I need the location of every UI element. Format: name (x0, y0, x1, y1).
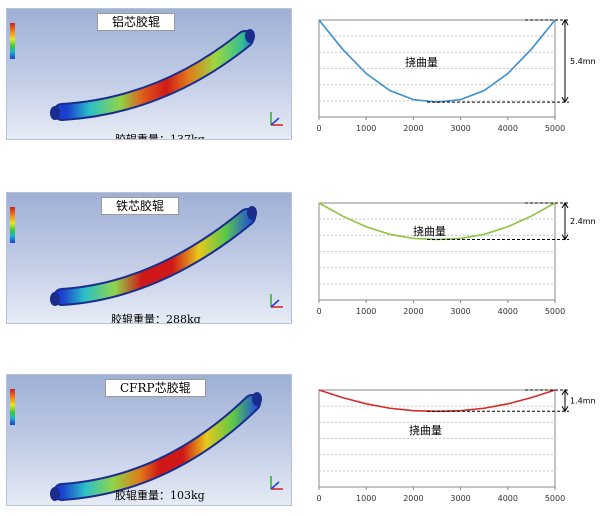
deflection-value-label: 1.4mm (570, 397, 595, 406)
axis-triad-icon (270, 476, 283, 490)
deflection-chart-cfrp: 0 1000 2000 3000 4000 5000 1.4mm 挠曲量 (316, 389, 595, 503)
x-tick-label: 1000 (356, 494, 376, 503)
arrow-head-icon (561, 96, 569, 104)
x-tick-label: 3000 (450, 307, 470, 316)
arrow-head-icon (561, 389, 569, 396)
x-tick-label: 0 (316, 307, 321, 316)
arrow-head-icon (561, 19, 569, 26)
x-tick-label: 5000 (545, 124, 565, 133)
deflection-annotation: 挠曲量 (409, 423, 442, 437)
x-tick-label: 2000 (403, 307, 423, 316)
deflection-chart-iron: 0 1000 2000 3000 4000 5000 2.4mm 挠曲量 (316, 202, 595, 316)
deflection-value-label: 2.4mm (570, 217, 595, 226)
x-tick-label: 3000 (450, 494, 470, 503)
x-tick-label: 0 (316, 494, 321, 503)
x-tick-label: 0 (316, 124, 321, 133)
material-title: 铁芯胶辊 (101, 197, 180, 215)
stress-colorbar (10, 23, 15, 59)
material-title: CFRP芯胶辊 (105, 379, 206, 397)
deflection-annotation: 挠曲量 (413, 224, 446, 238)
arrow-head-icon (561, 202, 569, 209)
x-tick-label: 4000 (498, 307, 518, 316)
roller-weight-label: 胶辊重量：288kg (111, 313, 201, 324)
x-tick-label: 2000 (403, 124, 423, 133)
axis-triad-icon (270, 112, 283, 126)
x-tick-label: 5000 (545, 494, 565, 503)
x-tick-label: 1000 (356, 124, 376, 133)
roller-weight-label: 胶辊重量：137kg (115, 133, 205, 140)
roller-model (50, 29, 255, 121)
x-tick-label: 3000 (450, 124, 470, 133)
x-tick-label: 4000 (498, 124, 518, 133)
stress-colorbar (10, 207, 15, 243)
fem-view-aluminum: 铝芯胶辊 胶辊重量：137kg (6, 8, 292, 140)
axis-triad-icon (270, 294, 283, 308)
x-tick-label: 1000 (356, 307, 376, 316)
arrow-head-icon (561, 406, 569, 413)
x-tick-label: 2000 (403, 494, 423, 503)
fem-view-iron: 铁芯胶辊 胶辊重量：288kg (6, 192, 292, 324)
fem-view-cfrp: CFRP芯胶辊 胶辊重量：103kg (6, 374, 292, 506)
x-tick-label: 4000 (498, 494, 518, 503)
roller-model (50, 206, 257, 306)
material-title: 铝芯胶辊 (97, 13, 176, 31)
roller-weight-label: 胶辊重量：103kg (115, 489, 205, 502)
arrow-head-icon (561, 234, 569, 241)
deflection-chart-aluminum: 0 1000 2000 3000 4000 5000 5.4mm 挠曲量 (316, 19, 595, 133)
stress-colorbar (10, 389, 15, 425)
deflection-value-label: 5.4mm (570, 57, 595, 66)
deflection-annotation: 挠曲量 (405, 55, 438, 69)
roller-model (50, 392, 262, 501)
x-tick-label: 5000 (545, 307, 565, 316)
